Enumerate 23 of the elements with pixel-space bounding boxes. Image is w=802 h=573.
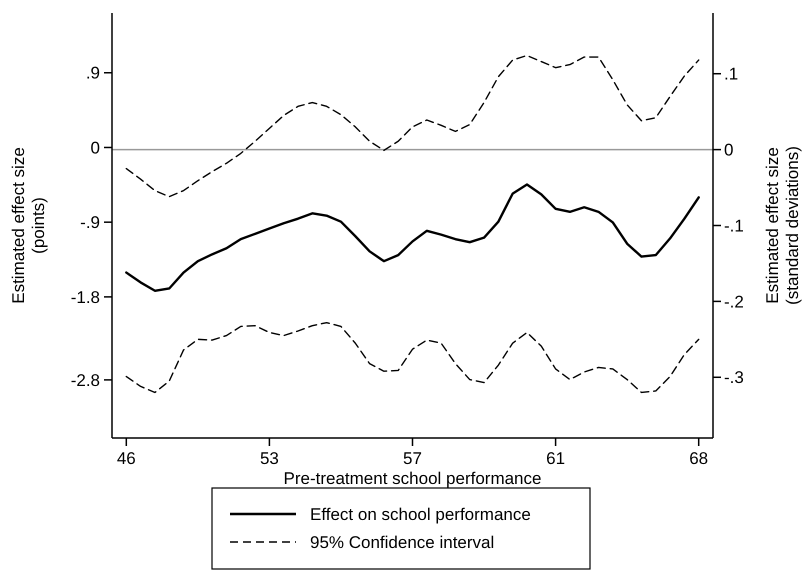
x-tick-label: 53 [260, 449, 279, 468]
line-series [125, 183, 700, 292]
y-axis-title: Estimated effect size (points) [9, 147, 48, 304]
y2-tick-label: .1 [724, 64, 738, 84]
y2-tick-label: -.2 [724, 292, 744, 312]
y-tick-label: -1.8 [70, 288, 100, 307]
x-tick-label: 68 [689, 449, 708, 468]
x-axis-title: Pre-treatment school performance [284, 469, 542, 488]
legend-label: 95% Confidence interval [310, 532, 494, 552]
x-tick-label: 57 [403, 449, 422, 468]
legend-label: Effect on school performance [310, 504, 531, 524]
line-series [126, 54, 700, 198]
x-tick-label: 61 [546, 449, 566, 468]
line-series [126, 322, 700, 394]
y2-tick-label: -.1 [724, 216, 744, 236]
y-tick-label: -.9 [80, 213, 100, 232]
y2-axis-title: Estimated effect size (standard deviations) [763, 146, 802, 305]
y2-tick-label: 0 [724, 140, 734, 160]
y-tick-label: 0 [90, 138, 100, 158]
y2-tick-label: -.3 [724, 368, 744, 388]
x-tick-label: 46 [116, 449, 136, 468]
y-tick-label: .9 [86, 64, 100, 83]
y-tick-label: -2.8 [70, 370, 100, 390]
